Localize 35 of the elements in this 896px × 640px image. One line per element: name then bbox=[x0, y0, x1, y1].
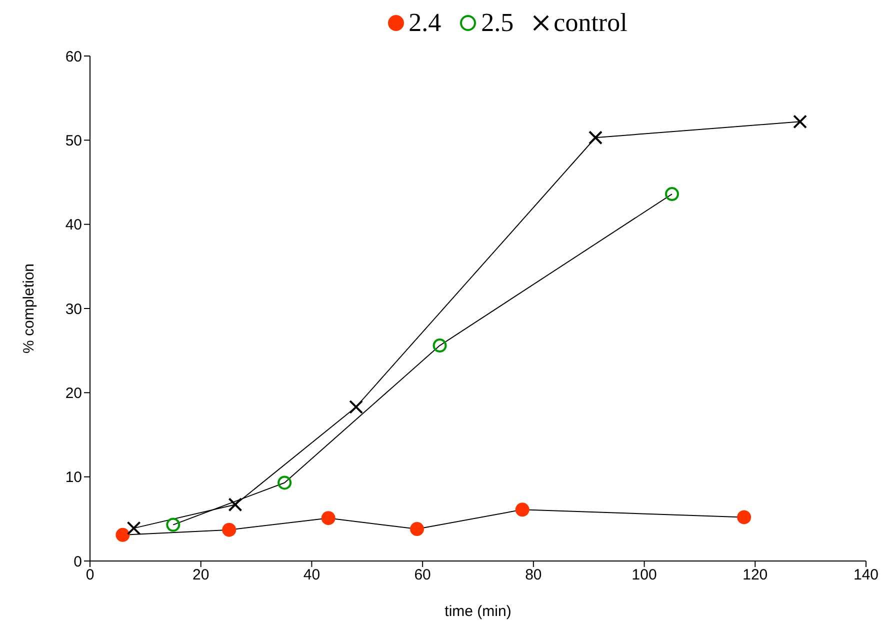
x-tick-label: 60 bbox=[414, 566, 431, 584]
y-tick-label: 0 bbox=[74, 553, 82, 570]
point bbox=[588, 130, 603, 145]
point bbox=[222, 522, 236, 537]
y-tick-label: 60 bbox=[65, 48, 82, 66]
point bbox=[278, 476, 292, 490]
y-tick-label: 30 bbox=[65, 300, 82, 318]
x-tick-label: 120 bbox=[742, 566, 768, 584]
point bbox=[410, 522, 424, 536]
point bbox=[737, 510, 752, 524]
point bbox=[793, 114, 808, 129]
point bbox=[166, 518, 180, 532]
point bbox=[432, 338, 447, 353]
legend-label: 2.4 bbox=[408, 8, 442, 38]
point bbox=[321, 511, 336, 526]
x-axis-title: time (min) bbox=[444, 603, 512, 620]
point bbox=[116, 528, 130, 542]
x-tick-label: 100 bbox=[632, 566, 657, 584]
point bbox=[665, 187, 679, 202]
x-tick-label: 0 bbox=[86, 566, 94, 584]
x-tick-label: 140 bbox=[853, 566, 879, 584]
x-tick-label: 20 bbox=[192, 566, 210, 584]
x-tick-label: 40 bbox=[303, 566, 320, 584]
y-tick-label: 50 bbox=[65, 132, 82, 150]
point bbox=[126, 521, 141, 536]
point bbox=[349, 400, 364, 414]
y-tick-label: 40 bbox=[65, 216, 82, 234]
point bbox=[228, 498, 242, 512]
y-tick-label: 10 bbox=[65, 469, 82, 486]
y-tick-label: 20 bbox=[65, 384, 82, 402]
point bbox=[515, 502, 530, 517]
x-tick-label: 80 bbox=[525, 566, 542, 584]
legend-label: 2.5 bbox=[481, 8, 514, 38]
y-axis-title: % completion bbox=[20, 263, 38, 354]
legend-label: control bbox=[554, 8, 628, 38]
